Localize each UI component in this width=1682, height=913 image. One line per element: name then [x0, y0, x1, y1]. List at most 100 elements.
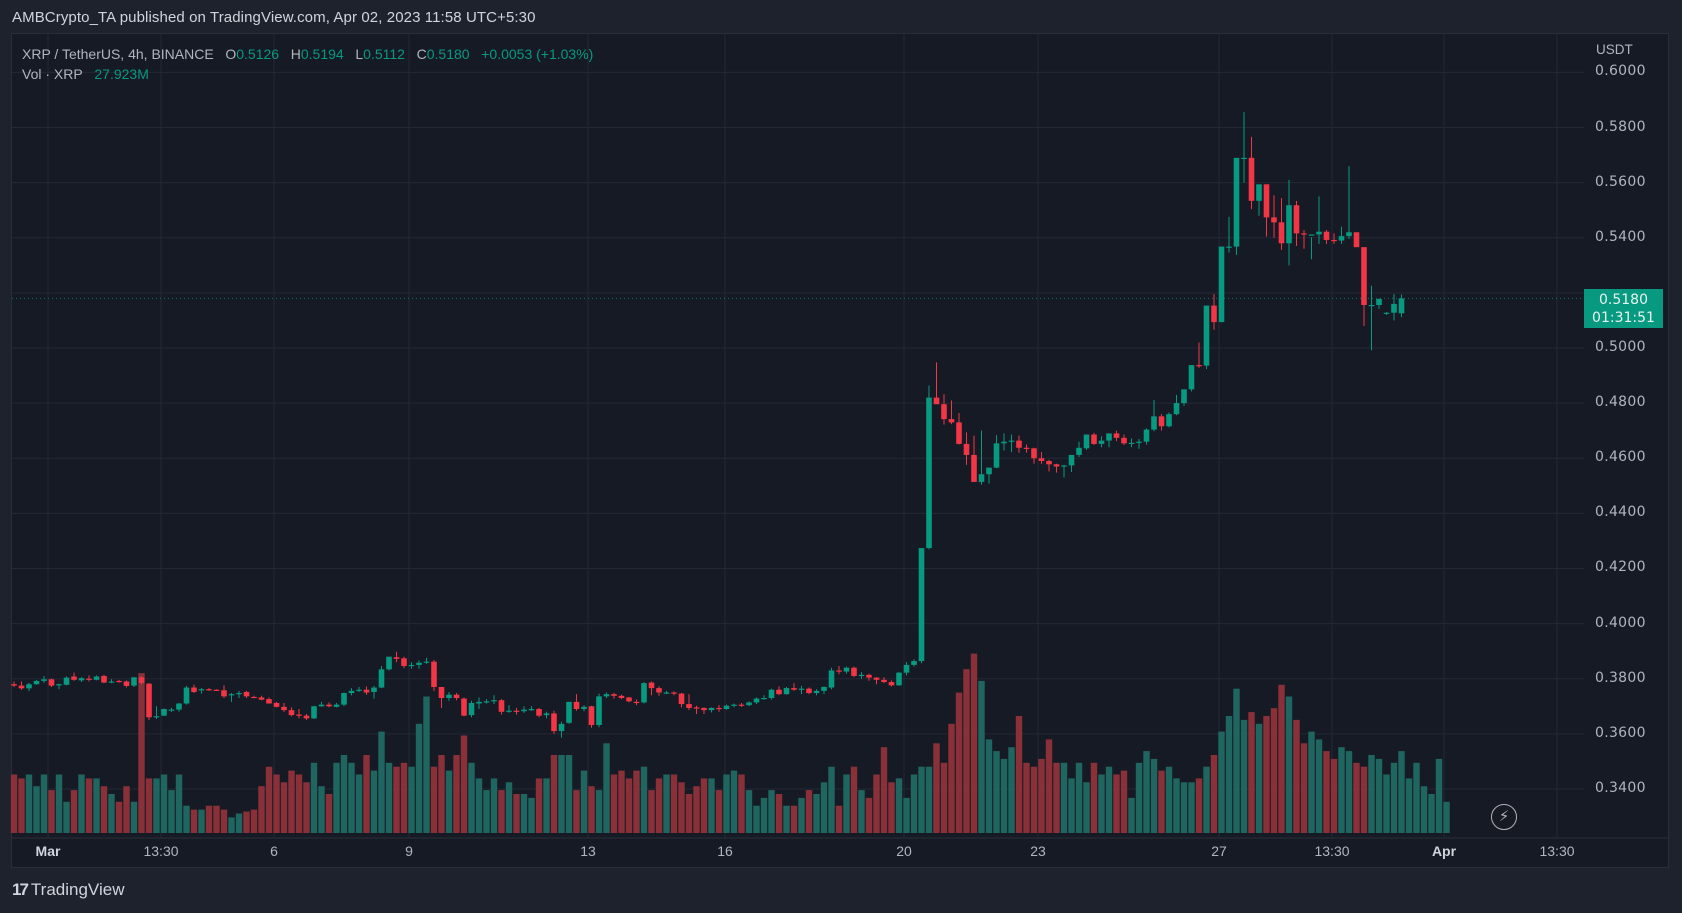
volume-bar — [625, 778, 633, 833]
candle-body — [408, 664, 415, 667]
candle-body — [641, 683, 647, 703]
candle-body — [1361, 247, 1367, 306]
volume-bar — [880, 747, 888, 833]
time-tick-label: 9 — [405, 843, 413, 859]
candle-body — [1331, 239, 1337, 242]
candle-body — [333, 704, 340, 707]
chart-frame[interactable] — [11, 33, 1669, 868]
symbol-label[interactable]: XRP / TetherUS, 4h, BINANCE — [22, 46, 214, 62]
candle-body — [363, 689, 370, 693]
candle-body — [453, 694, 460, 699]
tradingview-wordmark: TradingView — [30, 880, 125, 899]
volume-bar — [40, 774, 48, 833]
volume-bar — [340, 755, 348, 833]
time-tick-label: 20 — [896, 843, 912, 859]
time-tick-label: 13:30 — [1539, 843, 1575, 859]
candle-body — [948, 419, 955, 423]
volume-bar — [115, 801, 123, 833]
candle-body — [33, 680, 40, 685]
volume-bar — [168, 790, 175, 833]
candle-body — [768, 689, 775, 699]
volume-bar — [1120, 770, 1128, 833]
candle-body — [63, 677, 70, 685]
volume-bar — [948, 723, 955, 833]
volume-bar — [183, 805, 190, 833]
candle-body — [71, 676, 77, 680]
volume-bar — [333, 762, 340, 833]
candle-body — [1353, 232, 1360, 248]
candle-body — [296, 714, 302, 716]
candle-body — [1308, 234, 1315, 236]
candle-body — [528, 709, 535, 711]
lightning-icon[interactable]: ⚡︎ — [1491, 804, 1517, 830]
candle-body — [116, 680, 122, 683]
candle-body — [378, 669, 385, 688]
volume-bar — [813, 794, 820, 833]
volume-bar — [1180, 782, 1188, 833]
volume-label[interactable]: Vol · XRP — [22, 66, 83, 82]
volume-bar — [940, 762, 948, 833]
candle-body — [311, 706, 317, 719]
volume-bar — [970, 653, 978, 833]
candle-body — [911, 661, 917, 665]
candle-body — [558, 723, 565, 732]
tradingview-logo[interactable]: 17 TradingView — [12, 880, 124, 900]
volume-bar — [243, 811, 250, 833]
volume-bar — [723, 774, 730, 833]
volume-bar — [1075, 762, 1083, 833]
volume-bar — [1405, 778, 1413, 833]
volume-bar — [573, 790, 580, 833]
candle-body — [941, 404, 947, 420]
volume-bar — [123, 786, 130, 833]
volume-bar — [303, 782, 310, 833]
candle-body — [1098, 440, 1105, 444]
volume-bar — [1270, 708, 1278, 833]
candle-body — [468, 702, 475, 716]
volume-bar — [1098, 774, 1105, 833]
volume-bar — [93, 778, 100, 833]
candle-body — [1031, 448, 1037, 459]
candle-body — [1188, 365, 1195, 390]
candle-body — [1346, 232, 1352, 237]
candle-body — [551, 713, 557, 732]
price-tick-label: 0.5800 — [1595, 118, 1646, 135]
high-value: 0.5194 — [300, 46, 344, 62]
volume-bar — [588, 786, 595, 833]
volume-bar — [1038, 758, 1045, 833]
volume-bar — [490, 778, 498, 833]
volume-bar — [708, 778, 715, 833]
volume-bar — [685, 794, 693, 833]
time-tick-label: Mar — [35, 843, 61, 859]
candle-body — [1166, 414, 1172, 427]
candle-body — [273, 702, 280, 707]
ohlc-legend-row: XRP / TetherUS, 4h, BINANCE O0.5126 H0.5… — [22, 44, 593, 64]
candle-body — [693, 707, 700, 709]
candle-body — [401, 658, 407, 667]
time-tick-label: 13:30 — [143, 843, 179, 859]
volume-bar — [273, 774, 280, 833]
volume-bar — [138, 673, 145, 833]
volume-bar — [205, 805, 213, 833]
volume-bar — [790, 805, 798, 833]
candle-body — [243, 691, 250, 697]
volume-bar — [1143, 751, 1150, 833]
volume-bar — [1330, 758, 1338, 833]
candle-body — [603, 694, 610, 697]
high-label: H — [290, 46, 301, 62]
candle-body — [686, 704, 692, 708]
volume-bar — [1390, 762, 1398, 833]
price-axis-unit: USDT — [1596, 42, 1633, 57]
candle-body — [1016, 440, 1022, 448]
volume-bar — [678, 782, 685, 833]
volume-bar — [475, 778, 483, 833]
volume-bar — [655, 778, 663, 833]
volume-bar — [1293, 719, 1300, 833]
volume-bar — [700, 778, 708, 833]
close-value: 0.5180 — [426, 46, 470, 62]
volume-bar — [1060, 762, 1068, 833]
candle-body — [1106, 433, 1112, 441]
candle-body — [228, 694, 235, 696]
volume-bar — [400, 762, 408, 833]
volume-bar — [1023, 762, 1030, 833]
